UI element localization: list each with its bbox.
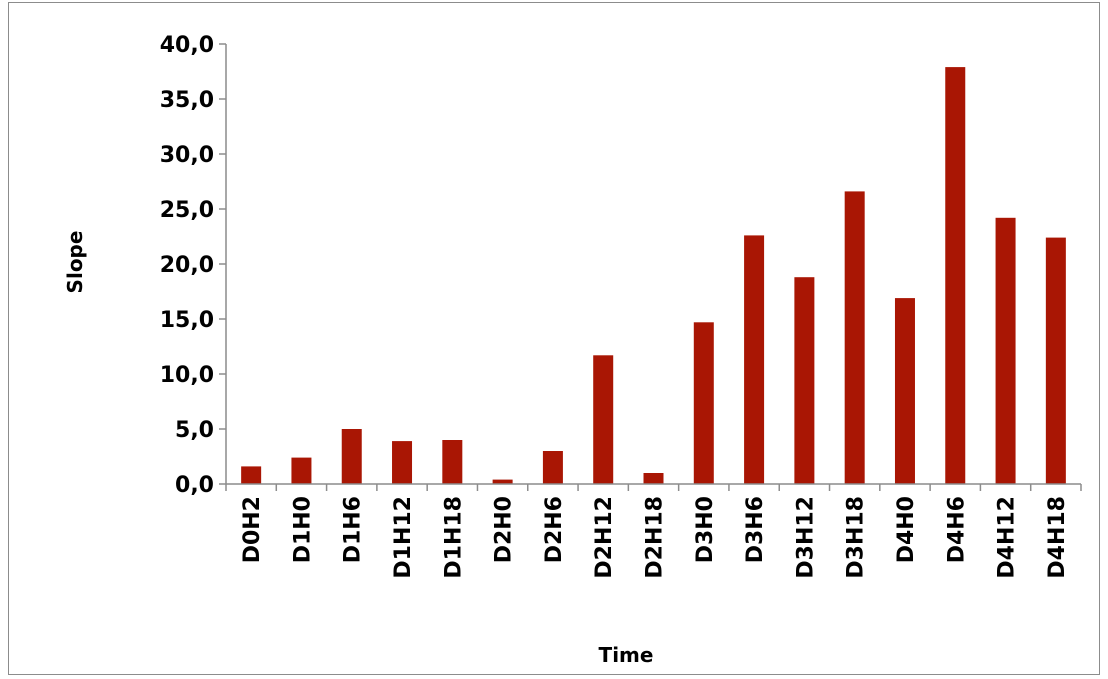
bar-D4H12 <box>995 217 1016 485</box>
x-tick-label-D3H12: D3H12 <box>793 496 818 579</box>
bar-D1H12 <box>392 441 413 484</box>
bar-D2H12 <box>593 355 614 484</box>
bar-D1H0 <box>291 457 312 484</box>
x-tick-label-D1H6: D1H6 <box>341 496 366 563</box>
bar-D3H0 <box>693 322 714 484</box>
axes-group <box>219 43 1082 491</box>
x-tick-label-D3H0: D3H0 <box>693 496 718 563</box>
chart-frame <box>8 2 1100 675</box>
x-tick-label-D4H12: D4H12 <box>995 496 1020 579</box>
bar-D0H2 <box>241 466 262 484</box>
x-tick-label-D1H12: D1H12 <box>391 496 416 579</box>
labels-group: 0,0 5,0 10,0 15,0 20,0 25,0 30,0 35,0 40,0 D0H2 D1… <box>160 33 1070 579</box>
y-tick-label: 0,0 <box>175 473 214 498</box>
bar-D3H12 <box>794 277 815 484</box>
x-tick-label-D3H18: D3H18 <box>844 496 869 579</box>
bars-group <box>241 67 1066 485</box>
bar-D1H18 <box>442 440 463 484</box>
x-tick-label-D4H6: D4H6 <box>944 496 969 563</box>
x-tick-label-D1H18: D1H18 <box>441 496 466 579</box>
y-tick-label: 5,0 <box>175 418 214 443</box>
x-tick-label-D0H2: D0H2 <box>240 496 265 563</box>
x-tick-label-D2H6: D2H6 <box>542 496 567 563</box>
bar-D1H6 <box>341 429 362 484</box>
y-tick-label: 15,0 <box>160 308 214 333</box>
x-tick-label-D2H0: D2H0 <box>492 496 517 563</box>
y-tick-label: 40,0 <box>160 33 214 58</box>
bar-D4H18 <box>1045 237 1066 484</box>
y-tick-label: 20,0 <box>160 253 214 278</box>
bar-D2H0 <box>492 479 513 484</box>
y-tick-label: 25,0 <box>160 198 214 223</box>
x-tick-label-D1H0: D1H0 <box>290 496 315 563</box>
x-tick-label-D4H0: D4H0 <box>894 496 919 563</box>
bar-D2H6 <box>542 451 563 484</box>
y-axis-title: Slope <box>63 231 87 294</box>
y-tick-label: 10,0 <box>160 363 214 388</box>
x-tick-label-D2H12: D2H12 <box>592 496 617 579</box>
y-tick-label: 30,0 <box>160 143 214 168</box>
x-tick-label-D3H6: D3H6 <box>743 496 768 563</box>
x-tick-label-D4H18: D4H18 <box>1045 496 1070 579</box>
y-tick-label: 35,0 <box>160 88 214 113</box>
bar-D4H0 <box>894 298 915 484</box>
bar-D2H18 <box>643 473 664 484</box>
x-tick-label-D2H18: D2H18 <box>643 496 668 579</box>
bar-D4H6 <box>945 67 966 484</box>
bar-D3H6 <box>744 235 765 484</box>
x-axis-title: Time <box>599 643 654 667</box>
bar-D3H18 <box>844 191 865 484</box>
